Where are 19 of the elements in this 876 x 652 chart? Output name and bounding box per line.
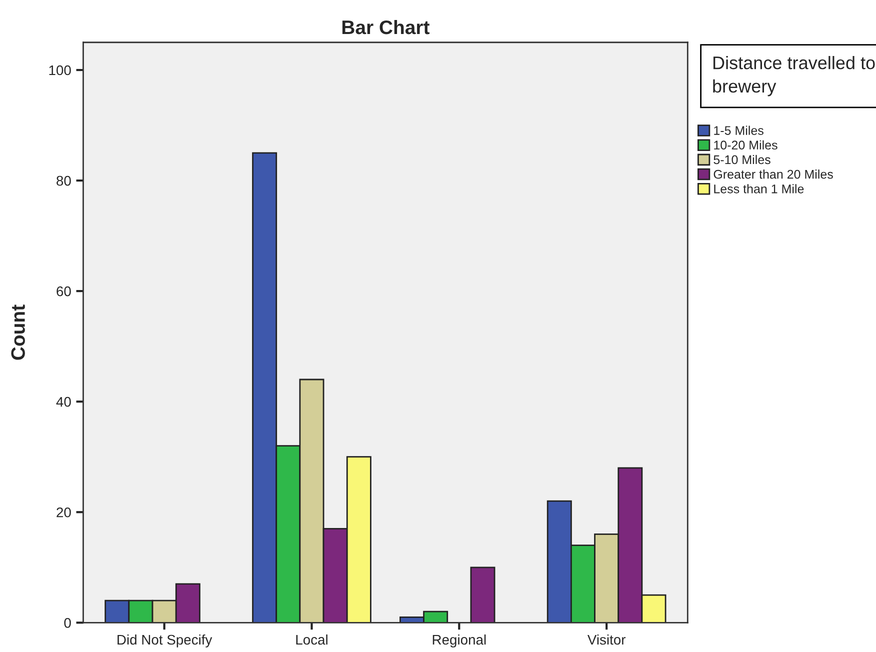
- y-tick-label: 100: [49, 65, 71, 76]
- legend-label: 10-20 Miles: [714, 140, 778, 150]
- legend-label: 1-5 Miles: [714, 126, 764, 135]
- y-tick-label: 40: [56, 396, 71, 407]
- legend-title: Distance travelled to brewery: [713, 56, 875, 96]
- y-tick-label: 60: [56, 286, 71, 296]
- y-tick-label: 0: [64, 618, 71, 628]
- y-tick-label: 80: [56, 176, 71, 186]
- bar: [470, 566, 496, 623]
- legend-label: Greater than 20 Miles: [714, 170, 833, 179]
- x-tick-label: Regional: [432, 634, 486, 648]
- y-axis-title: Count: [11, 304, 25, 360]
- y-tick-label: 20: [56, 507, 71, 518]
- legend-label: 5-10 Miles: [714, 154, 770, 164]
- x-tick-label: Did Not Specify: [118, 634, 212, 648]
- chart-title: Bar Chart: [342, 20, 430, 34]
- x-tick-label: Local: [296, 634, 328, 645]
- legend-label: Less than 1 Mile: [714, 184, 804, 194]
- x-tick-label: Visitor: [587, 634, 626, 645]
